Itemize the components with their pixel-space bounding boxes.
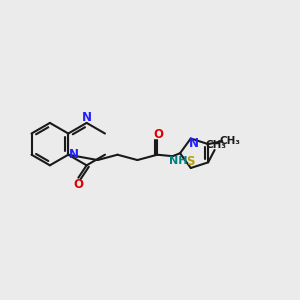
Text: CH₃: CH₃ — [219, 136, 240, 146]
Text: N: N — [82, 111, 92, 124]
Text: N: N — [68, 148, 79, 161]
Text: NH: NH — [169, 157, 187, 166]
Text: CH₃: CH₃ — [205, 140, 226, 150]
Text: N: N — [189, 137, 199, 150]
Text: S: S — [187, 155, 195, 168]
Text: O: O — [74, 178, 83, 191]
Text: O: O — [154, 128, 164, 141]
